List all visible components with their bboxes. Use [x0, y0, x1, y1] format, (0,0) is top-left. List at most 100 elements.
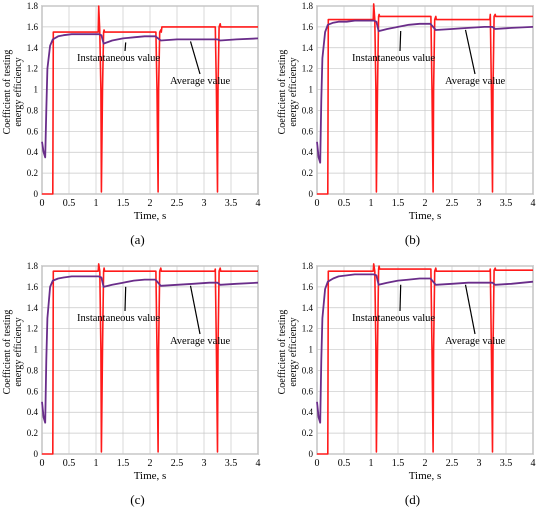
x-tick-label: 1: [369, 198, 374, 209]
y-tick-label: 1.4: [27, 303, 39, 313]
x-tick-label: 0: [315, 458, 320, 469]
x-axis-label: Time, s: [134, 470, 167, 482]
x-tick-label: 2.5: [171, 198, 184, 209]
y-tick-label: 0.6: [302, 126, 314, 136]
chart-panel-d: 0 0.2 0.4 0.6 0.8 1 1.2 1.4 1.6 1.8 0 0.5 1 1.5 2 2.5 3 3…: [275, 260, 550, 520]
annotation-arrow: [189, 41, 201, 75]
annotation-average: Average value: [170, 76, 230, 87]
y-tick-label: 1.8: [302, 261, 314, 271]
x-tick-label: 3.5: [225, 198, 238, 209]
x-tick-label: 2: [148, 198, 153, 209]
y-tick-label: 0.4: [27, 147, 39, 157]
average-value-line: [316, 19, 534, 164]
x-tick-label: 3: [202, 458, 207, 469]
chart-panel-c: 0 0.2 0.4 0.6 0.8 1 1.2 1.4 1.6 1.8 0 0.5 1 1.5 2 2.5 3 3…: [0, 260, 275, 520]
annotation-arrow: [464, 29, 476, 75]
panel-caption-b: (b): [404, 232, 421, 247]
annotation-arrow: [399, 30, 402, 52]
x-tick-label: 3: [202, 198, 207, 209]
x-tick-label: 0: [315, 198, 320, 209]
x-tick-label: 0.5: [338, 458, 351, 469]
annotation-average: Average value: [170, 336, 230, 347]
x-tick-label: 4: [256, 198, 261, 209]
y-axis-label-line: Coefficient of testing: [2, 310, 13, 395]
annotation-instantaneous: Instantaneous value: [77, 313, 160, 324]
y-axis-label-line: energy efficiency: [13, 317, 24, 386]
y-tick-label: 0.4: [27, 407, 39, 417]
panel-caption-d: (d): [404, 492, 421, 507]
chart-panel-a: 0 0.2 0.4 0.6 0.8 1 1.2 1.4 1.6 1.8 0 0.5 1 1.5 2 2.5 3 3…: [0, 0, 275, 260]
y-tick-label: 1.6: [27, 22, 39, 32]
y-tick-label: 0.4: [302, 407, 314, 417]
y-tick-label: 1.2: [27, 64, 38, 74]
chart-c: 0 0.2 0.4 0.6 0.8 1 1.2 1.4 1.6 1.8 0 0.5 1 1.5 2 2.5 3 3…: [2, 261, 261, 482]
x-tick-label: 1: [369, 458, 374, 469]
y-tick-label: 0.2: [302, 168, 313, 178]
x-tick-label: 0: [40, 458, 45, 469]
y-axis-label-line: Coefficient of testing: [277, 310, 288, 395]
panel-caption-c: (c): [130, 492, 145, 507]
y-tick-label: 1: [34, 345, 39, 355]
annotation-arrow: [399, 284, 402, 312]
y-axis-label: Coefficient of testingenergy efficiency: [277, 50, 299, 135]
x-tick-label: 2: [423, 458, 428, 469]
x-tick-label: 2.5: [446, 198, 459, 209]
chart-d: 0 0.2 0.4 0.6 0.8 1 1.2 1.4 1.6 1.8 0 0.5 1 1.5 2 2.5 3 3…: [277, 261, 536, 482]
y-tick-label: 0.2: [27, 168, 38, 178]
y-tick-label: 0.2: [302, 428, 313, 438]
y-tick-label: 1: [309, 85, 314, 95]
instantaneous-value-line: [42, 263, 258, 455]
instantaneous-value-line: [42, 5, 258, 195]
y-axis-label-line: energy efficiency: [13, 57, 24, 126]
y-tick-label: 1.4: [302, 43, 314, 53]
y-tick-label: 1.2: [27, 324, 38, 334]
annotation-arrow: [464, 284, 476, 335]
y-axis-label: Coefficient of testingenergy efficiency: [2, 50, 24, 135]
x-tick-label: 0.5: [63, 458, 76, 469]
y-axis-label-line: Coefficient of testing: [277, 50, 288, 135]
y-tick-label: 0: [34, 449, 39, 459]
x-tick-label: 0.5: [63, 198, 76, 209]
y-tick-label: 1.2: [302, 64, 313, 74]
annotation-arrow: [124, 286, 127, 312]
y-tick-label: 0.6: [302, 386, 314, 396]
chart-panel-b: 0 0.2 0.4 0.6 0.8 1 1.2 1.4 1.6 1.8 0 0.5 1 1.5 2 2.5 3 3…: [275, 0, 550, 260]
annotation-arrow: [124, 42, 127, 52]
average-value-line: [41, 275, 259, 424]
y-tick-label: 0.8: [302, 105, 314, 115]
x-tick-label: 2: [148, 458, 153, 469]
x-axis-label: Time, s: [409, 210, 442, 222]
y-tick-label: 1.8: [27, 1, 39, 11]
x-tick-label: 1.5: [117, 458, 130, 469]
average-value-line: [316, 273, 534, 424]
annotation-average: Average value: [445, 76, 505, 87]
y-tick-label: 0.8: [27, 105, 39, 115]
x-tick-label: 2.5: [171, 458, 184, 469]
y-tick-label: 1.8: [27, 261, 39, 271]
x-tick-label: 2.5: [446, 458, 459, 469]
x-tick-label: 2: [423, 198, 428, 209]
x-tick-label: 1.5: [392, 198, 405, 209]
x-tick-label: 4: [531, 198, 536, 209]
y-tick-label: 0.2: [27, 428, 38, 438]
y-tick-label: 0: [309, 189, 314, 199]
y-tick-label: 0.8: [27, 365, 39, 375]
x-tick-label: 0.5: [338, 198, 351, 209]
x-tick-label: 1: [94, 198, 99, 209]
x-tick-label: 1: [94, 458, 99, 469]
y-tick-label: 1.6: [302, 22, 314, 32]
y-tick-label: 1.6: [302, 282, 314, 292]
y-tick-label: 1: [34, 85, 39, 95]
x-tick-label: 3: [477, 458, 482, 469]
chart-b: 0 0.2 0.4 0.6 0.8 1 1.2 1.4 1.6 1.8 0 0.5 1 1.5 2 2.5 3 3…: [277, 1, 536, 222]
x-tick-label: 4: [531, 458, 536, 469]
annotation-instantaneous: Instantaneous value: [352, 53, 435, 64]
instantaneous-value-line: [317, 263, 533, 455]
instantaneous-value-line: [317, 3, 533, 195]
x-tick-label: 1.5: [392, 458, 405, 469]
x-tick-label: 3.5: [225, 458, 238, 469]
y-axis-label: Coefficient of testingenergy efficiency: [2, 310, 24, 395]
annotation-arrow: [189, 285, 201, 335]
y-axis-label-line: Coefficient of testing: [2, 50, 13, 135]
y-tick-label: 0.8: [302, 365, 314, 375]
